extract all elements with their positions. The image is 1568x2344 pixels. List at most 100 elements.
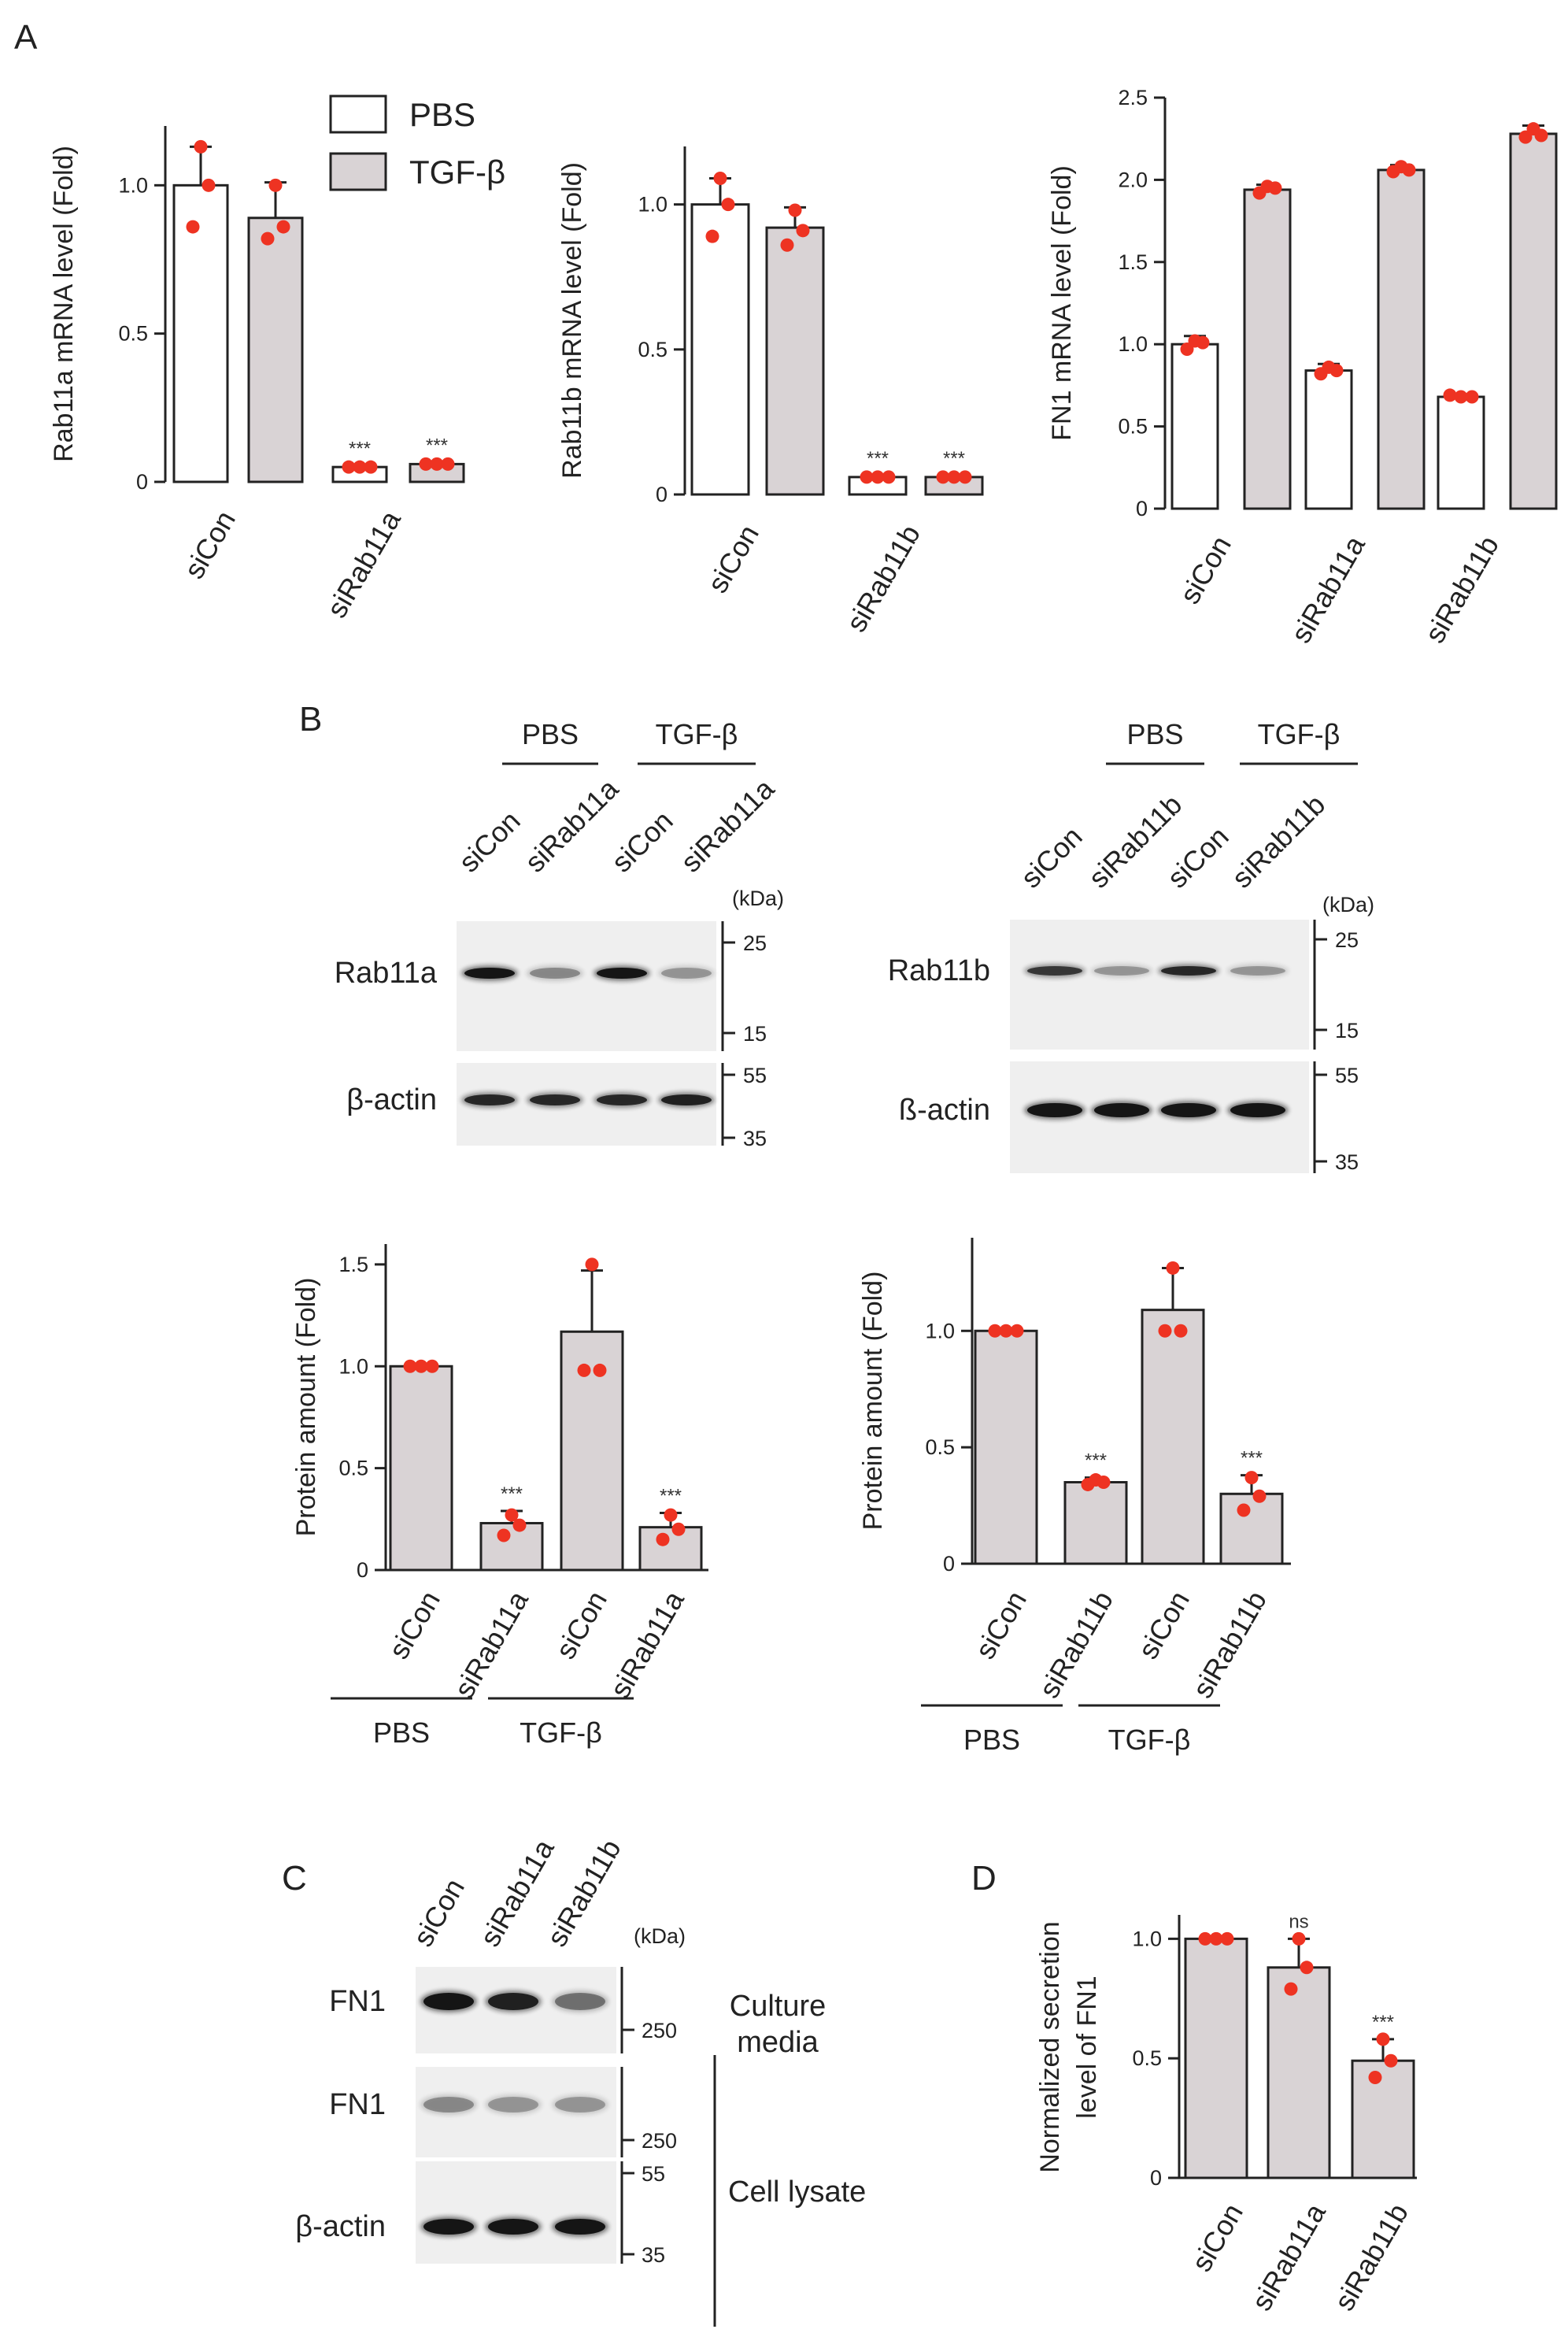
protein-band [423, 1993, 474, 2010]
x-category-label: siCon [1131, 1586, 1196, 1664]
band-halo [420, 2094, 477, 2115]
y-tick-label: 0 [943, 1552, 955, 1576]
marker-label: 35 [642, 2243, 665, 2267]
bar [638, 1526, 703, 1572]
bar [479, 1521, 544, 1572]
significance-label: *** [867, 448, 889, 469]
data-point [1252, 186, 1267, 200]
x-category-label: siCon [968, 1586, 1033, 1664]
significance-label: *** [1372, 2012, 1394, 2033]
bar [1243, 188, 1292, 510]
data-point [593, 1363, 607, 1377]
marker-label: 55 [743, 1064, 767, 1087]
bar [560, 1330, 624, 1572]
data-point [364, 460, 378, 474]
y-axis-label-line2: level of FN1 [1072, 1976, 1102, 2118]
blot-row-label: FN1 [329, 2088, 386, 2121]
side-label-lysate: Cell lysate [728, 2176, 866, 2209]
data-point [268, 178, 283, 192]
bar [389, 1365, 453, 1572]
lane-label: siCon [1015, 820, 1089, 894]
side-label-culture: Culture [730, 1990, 827, 2023]
data-point [425, 1359, 439, 1373]
data-point [713, 172, 727, 186]
protein-band [488, 2219, 538, 2235]
data-point [796, 224, 810, 238]
x-category-label: siCon [1173, 531, 1237, 609]
data-point [577, 1363, 591, 1377]
protein-band [423, 2219, 474, 2235]
protein-band [555, 2097, 605, 2113]
protein-band [423, 2097, 474, 2113]
data-point [721, 198, 735, 212]
bar [1063, 1481, 1128, 1565]
y-tick-label: 2.0 [1118, 168, 1148, 191]
kda-unit: (kDa) [1322, 893, 1374, 916]
band-halo [658, 965, 715, 981]
y-tick-label: 1.5 [1118, 250, 1148, 274]
lane-label: siCon [605, 805, 679, 879]
y-tick-label: 0.5 [338, 1457, 368, 1480]
band-halo [552, 2094, 608, 2115]
x-category-label: siRab11b [1418, 531, 1505, 649]
marker-label: 35 [743, 1127, 767, 1150]
data-point [202, 178, 216, 192]
protein-band [1027, 1103, 1082, 1117]
data-point [788, 203, 802, 217]
group-label: PBS [963, 1724, 1020, 1756]
protein-band [555, 2219, 605, 2235]
group-label: TGF-β [1258, 718, 1341, 750]
protein-band [464, 1094, 515, 1105]
band-halo [552, 1990, 608, 2013]
y-tick-label: 1.0 [1118, 332, 1148, 356]
group-label: PBS [1126, 718, 1183, 750]
panel-label-d: D [971, 1859, 997, 1898]
data-point [505, 1508, 519, 1522]
y-tick-label: 1.0 [1132, 1927, 1162, 1950]
data-point [1198, 1931, 1212, 1946]
lane-label: siRab11b [1226, 788, 1332, 894]
y-axis-label-line1: Normalized secretion [1035, 1921, 1065, 2172]
legend-swatch-tgf [329, 152, 387, 191]
data-point [1158, 1324, 1172, 1338]
bar [765, 226, 825, 496]
y-tick-label: 0 [656, 483, 668, 506]
y-tick-label: 1.0 [638, 193, 668, 217]
significance-label: *** [1085, 1450, 1107, 1472]
data-point [261, 231, 275, 246]
panel-label-a: A [14, 18, 38, 57]
protein-band [488, 1993, 538, 2010]
marker-label: 250 [642, 2019, 677, 2042]
y-tick-label: 0 [1150, 2166, 1162, 2190]
data-point [656, 1532, 670, 1546]
blot-row-label: β-actin [346, 1083, 437, 1116]
marker-label: 25 [1335, 928, 1359, 952]
blot-row-label: Rab11b [888, 954, 990, 987]
data-point [419, 457, 433, 471]
band-halo [527, 965, 583, 981]
data-point [871, 470, 885, 484]
panel-label-b: B [299, 700, 322, 739]
data-point [342, 460, 356, 474]
bar [247, 217, 304, 483]
protein-band [1027, 966, 1082, 976]
data-point [780, 238, 794, 252]
data-point [1081, 1477, 1095, 1491]
band-halo [1091, 964, 1152, 978]
group-label: TGF-β [656, 718, 738, 750]
bar [1304, 369, 1353, 510]
x-category-label: siCon [382, 1586, 446, 1664]
group-label: TGF-β [1108, 1724, 1191, 1756]
x-category-label: siRab11a [1285, 530, 1372, 649]
kda-unit: (kDa) [634, 1924, 686, 1948]
data-point [705, 229, 719, 243]
kda-unit: (kDa) [732, 887, 784, 910]
legend: PBS TGF-β [329, 94, 505, 191]
x-category-label: siRab11a [604, 1585, 691, 1704]
y-tick-label: 1.0 [338, 1354, 368, 1378]
x-category-label: siRab11b [1033, 1586, 1119, 1704]
y-axis-label: Rab11a mRNA level (Fold) [49, 146, 79, 462]
data-point [1368, 2070, 1382, 2084]
